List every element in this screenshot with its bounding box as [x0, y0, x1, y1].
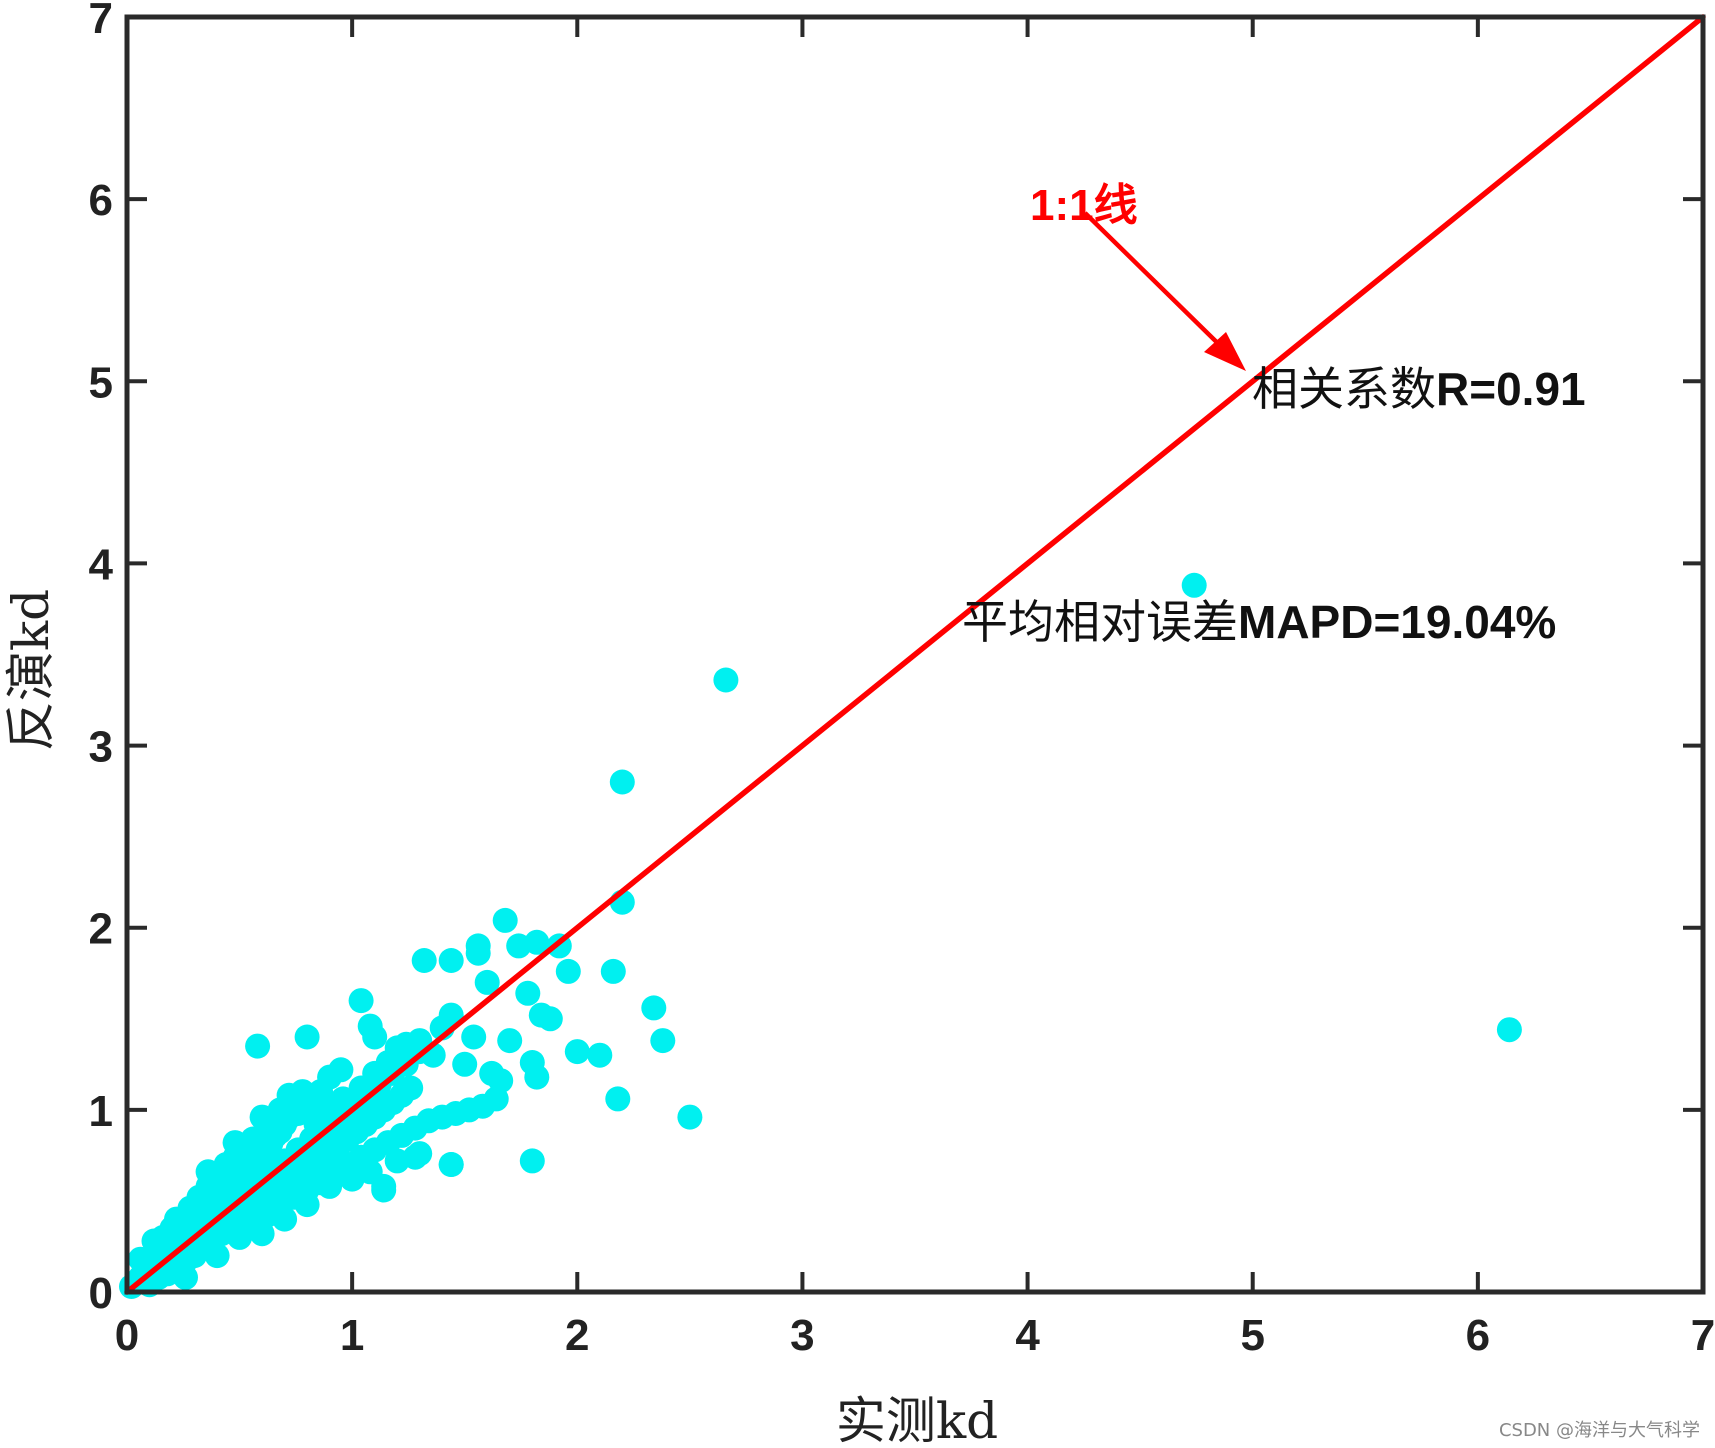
data-point-154 — [330, 1086, 356, 1112]
reference-line-1-1 — [124, 14, 1706, 1295]
watermark: CSDN @海洋与大气科学 — [1499, 1420, 1700, 1441]
y-tick-label-0: 0 — [89, 1269, 113, 1318]
y-tick-label-4: 4 — [89, 540, 114, 589]
mapd-prefix: 平均相对误差 — [962, 595, 1238, 649]
data-point-184 — [555, 958, 581, 984]
data-point-188 — [605, 1086, 631, 1112]
x-tick-label-5: 5 — [1240, 1311, 1264, 1360]
data-point-206 — [128, 1246, 153, 1272]
axis-ticks — [125, 15, 1705, 1294]
data-point-198 — [519, 1148, 545, 1174]
scatter-points — [119, 572, 1522, 1299]
x-tick-label-4: 4 — [1015, 1311, 1040, 1360]
reference-line-label: 1:1线 — [1030, 181, 1138, 230]
data-point-204 — [1181, 572, 1207, 598]
data-point-175 — [488, 1068, 514, 1094]
data-point-202 — [609, 769, 635, 795]
data-point-185 — [564, 1039, 590, 1065]
y-tick-label-5: 5 — [89, 358, 113, 407]
y-tick-label-3: 3 — [89, 723, 113, 772]
data-point-165 — [362, 1024, 388, 1050]
correlation-annotation: 相关系数R=0.91 — [1252, 362, 1586, 416]
y-tick-label-6: 6 — [89, 176, 113, 225]
reference-line-layer — [124, 14, 1706, 1295]
data-point-162 — [328, 1057, 354, 1083]
y-tick-label-2: 2 — [89, 905, 113, 954]
data-point-182 — [537, 1006, 563, 1032]
data-point-187 — [600, 958, 626, 984]
data-point-191 — [677, 1104, 703, 1130]
axis-tick-labels: 0 1 2 3 4 5 6 7 0 1 2 3 4 5 6 7 — [89, 0, 1715, 1360]
x-tick-label-7: 7 — [1691, 1311, 1715, 1360]
x-tick-label-2: 2 — [565, 1311, 589, 1360]
data-point-145 — [317, 1173, 343, 1199]
data-point-144 — [294, 1192, 320, 1218]
x-tick-label-0: 0 — [115, 1311, 139, 1360]
data-point-151 — [402, 1144, 428, 1170]
correlation-value: R=0.91 — [1436, 363, 1586, 415]
data-point-171 — [452, 1051, 478, 1077]
y-tick-label-7: 7 — [89, 0, 113, 43]
data-point-199 — [438, 1152, 464, 1177]
data-point-142 — [249, 1221, 275, 1247]
correlation-prefix: 相关系数 — [1252, 362, 1436, 416]
data-point-208 — [195, 1159, 221, 1185]
x-tick-label-1: 1 — [340, 1311, 364, 1360]
data-point-119 — [371, 1088, 397, 1114]
mapd-annotation: 平均相对误差MAPD=19.04% — [962, 595, 1556, 649]
plot-frame — [124, 14, 1706, 1295]
mapd-value: MAPD=19.04% — [1238, 596, 1556, 648]
data-point-186 — [587, 1042, 613, 1068]
data-point-209 — [222, 1130, 248, 1156]
data-point-205 — [1496, 1017, 1522, 1043]
data-point-161 — [294, 1024, 320, 1050]
data-point-200 — [371, 1173, 397, 1199]
data-point-180 — [524, 1064, 550, 1090]
data-point-140 — [173, 1264, 198, 1290]
data-point-203 — [713, 667, 739, 693]
data-point-178 — [515, 980, 541, 1006]
data-point-160 — [245, 1033, 271, 1059]
data-point-192 — [411, 948, 437, 973]
data-point-163 — [348, 988, 374, 1014]
x-axis-label: 实测kd — [836, 1392, 998, 1448]
x-tick-label-6: 6 — [1466, 1311, 1490, 1360]
data-point-89 — [398, 1075, 424, 1101]
data-point-141 — [204, 1243, 230, 1269]
data-point-190 — [650, 1028, 676, 1054]
data-point-196 — [492, 907, 518, 933]
data-point-172 — [461, 1024, 487, 1050]
data-point-176 — [497, 1028, 523, 1054]
data-point-195 — [465, 933, 491, 959]
data-point-207 — [164, 1206, 189, 1232]
x-tick-label-3: 3 — [790, 1311, 814, 1360]
data-point-189 — [641, 995, 667, 1021]
data-point-166 — [384, 1035, 410, 1061]
data-point-143 — [272, 1206, 298, 1232]
y-tick-label-1: 1 — [89, 1087, 113, 1136]
data-point-173 — [474, 969, 500, 995]
data-point-197 — [524, 929, 550, 955]
reference-line-arrow — [1083, 211, 1246, 371]
data-point-193 — [438, 948, 464, 973]
y-axis-label: 反演kd — [2, 589, 60, 751]
